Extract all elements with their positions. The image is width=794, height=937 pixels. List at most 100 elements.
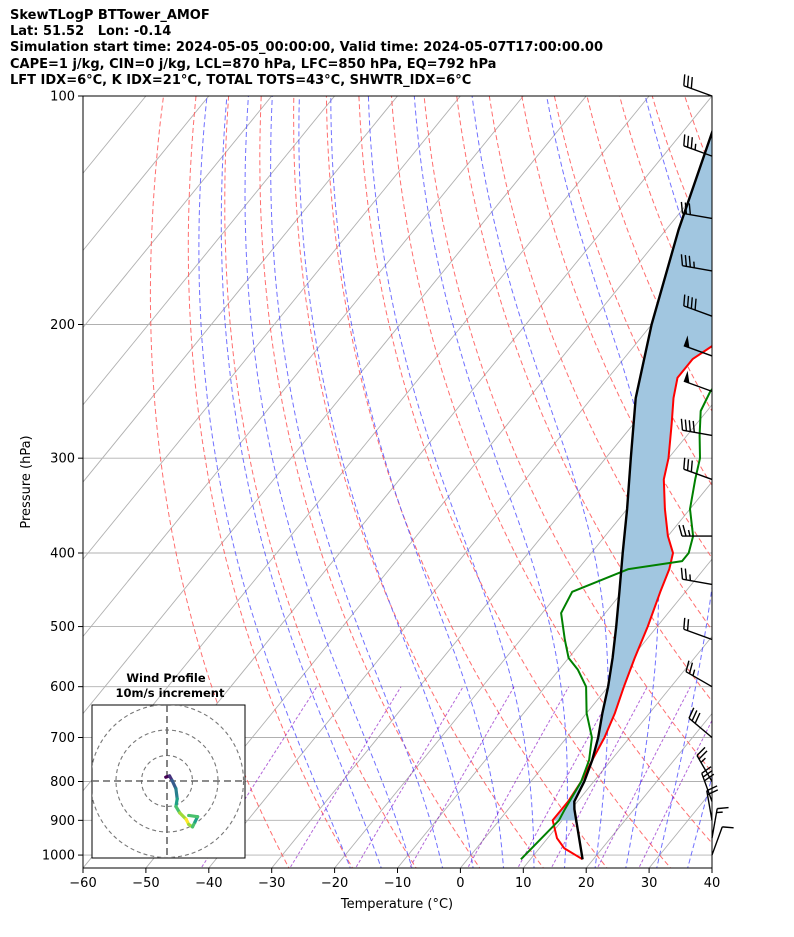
- wind-barb-flag: [678, 524, 683, 537]
- wind-barb-shaft: [683, 468, 713, 481]
- moist-adiabat-line: [413, 96, 568, 868]
- chart-title-block: SkewTLogP BTTower_AMOF Lat: 51.52 Lon: -…: [10, 8, 603, 89]
- y-tick-label: 100: [50, 90, 75, 105]
- isotherm-line: [83, 96, 273, 329]
- moist-adiabat-line: [644, 96, 712, 868]
- hodograph-segment: [187, 813, 200, 819]
- mixing-ratio-line: [638, 719, 712, 868]
- isotherm-line: [145, 172, 712, 868]
- wind-barb-flag: [707, 789, 719, 796]
- x-tick-label: 20: [578, 876, 595, 891]
- wind-barb-flag: [717, 806, 729, 810]
- wind-barb-flag: [680, 567, 684, 580]
- dry-adiabat-line: [488, 96, 712, 631]
- moist-adiabat-line: [471, 96, 609, 868]
- wind-barb-shaft: [682, 212, 713, 220]
- wind-barb-shaft: [701, 773, 713, 802]
- y-tick-label: 600: [50, 680, 75, 695]
- wind-barb-flag: [684, 568, 688, 580]
- title-line-cape: CAPE=1 j/kg, CIN=0 j/kg, LCL=870 hPa, LF…: [10, 56, 497, 72]
- wind-barb: [706, 785, 719, 821]
- wind-barb: [711, 806, 729, 839]
- wind-barb-pennant: [683, 370, 690, 384]
- wind-barb-flag: [690, 77, 693, 89]
- wind-barb-flag: [688, 255, 692, 268]
- x-tick-label: 10: [515, 876, 532, 891]
- wind-barb-flag: [680, 254, 684, 266]
- wind-barb: [701, 766, 715, 802]
- wind-barb-half-flag: [687, 529, 691, 537]
- hodograph-title: Wind Profile: [126, 671, 206, 685]
- wind-barb-flag: [683, 134, 686, 146]
- y-tick-label: 1000: [42, 849, 75, 864]
- wind-barb-flag: [688, 420, 692, 432]
- dry-adiabat-line: [712, 79, 794, 871]
- wind-barb-shaft: [683, 145, 713, 157]
- wind-barb-flag: [683, 617, 686, 630]
- isotherm-line: [460, 558, 712, 868]
- isotherm-line: [83, 96, 335, 406]
- wind-barb: [688, 707, 713, 739]
- wind-barb-flag: [684, 419, 688, 431]
- wind-barb: [685, 660, 713, 688]
- dry-adiabat-line: [224, 96, 417, 868]
- isotherm-line: [522, 635, 712, 868]
- isotherm-line: [397, 481, 712, 868]
- wind-barb-flag: [686, 295, 690, 308]
- wind-barb: [680, 418, 713, 437]
- wind-barb: [711, 826, 734, 856]
- wind-barb: [683, 294, 713, 317]
- dry-adiabat-line: [390, 96, 712, 844]
- wind-barb-flag: [690, 460, 693, 472]
- wind-barb: [680, 254, 713, 272]
- isotherm-line: [271, 326, 712, 868]
- x-tick-label: −30: [258, 876, 285, 891]
- moist-adiabat-line: [367, 96, 535, 868]
- wind-barb-shaft: [682, 265, 713, 272]
- wind-barb-flag: [704, 773, 715, 782]
- wind-barb-flag: [702, 769, 713, 778]
- y-tick-label: 400: [50, 547, 75, 562]
- moist-adiabat-line: [298, 96, 474, 868]
- mixing-ratio-line: [467, 686, 570, 868]
- isotherm-line: [83, 96, 524, 638]
- wind-barb-flag: [688, 662, 694, 674]
- wind-barb-flag: [698, 750, 708, 760]
- isotherm-line: [83, 96, 461, 560]
- wind-barb-flag: [691, 710, 698, 722]
- hodograph-ring: [92, 705, 245, 858]
- dry-adiabat-line: [521, 96, 712, 559]
- wind-barb: [683, 134, 713, 157]
- wind-barb-shaft: [683, 380, 713, 393]
- dewpoint-line: [520, 387, 712, 860]
- wind-barb-flag: [686, 75, 690, 88]
- wind-barb-flag: [722, 826, 734, 829]
- wind-barb-flag: [683, 74, 686, 86]
- wind-barb-half-flag: [694, 143, 697, 151]
- wind-barb-flag: [685, 660, 690, 672]
- wind-barb-flag: [683, 457, 686, 470]
- dry-adiabat-line: [776, 79, 794, 871]
- wind-barbs: [678, 74, 734, 856]
- y-axis-label: Pressure (hPa): [19, 435, 34, 528]
- wind-barb-shaft: [683, 628, 713, 641]
- mixing-ratio-line: [355, 686, 464, 868]
- isotherm-line: [208, 249, 712, 868]
- isotherm-line: [775, 96, 794, 868]
- wind-barb: [683, 370, 713, 393]
- wind-barb-flag: [680, 418, 684, 431]
- wind-barb-flag: [686, 459, 690, 471]
- isotherm-line: [83, 96, 210, 252]
- wind-barb-shaft: [706, 790, 713, 821]
- axes: −60 −50 −40 −30 −20 −10 0 10 20 30 40 100 200 300 400 5…: [42, 90, 720, 892]
- wind-barb-shaft: [711, 826, 723, 856]
- temperature-line: [551, 344, 712, 861]
- moist-adiabat-line: [718, 96, 794, 871]
- mixing-ratio-line: [596, 686, 691, 868]
- x-tick-label: 30: [641, 876, 658, 891]
- dry-adiabat-line: [586, 96, 712, 413]
- parcel-path-line: [573, 128, 712, 860]
- isotherm-line: [334, 404, 712, 868]
- y-tick-label: 200: [50, 318, 75, 333]
